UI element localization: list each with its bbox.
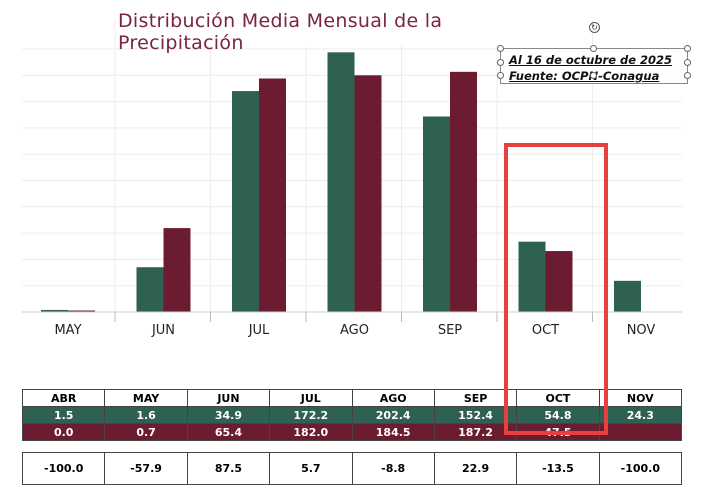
x-tick-label: AGO (340, 323, 369, 338)
annotation-date: Al 16 de octubre de 2025 (509, 53, 673, 67)
axis-layer: MAY JUN JUL AGO SEP OCT NOV (22, 311, 682, 338)
bar-jul-series-2 (259, 78, 286, 312)
table-cell: -100.0 (598, 452, 683, 485)
table-cell: 172.2 (269, 406, 353, 424)
table-cell: 22.9 (433, 452, 518, 485)
bar-ago-series-1 (327, 52, 355, 313)
table-cell: -57.9 (104, 452, 188, 485)
table-cell: 182.0 (269, 423, 353, 441)
table-row-diff: -100.0 -57.9 87.5 5.7 -8.8 22.9 -13.5 -1… (21, 452, 683, 485)
bar-nov-series-1 (614, 280, 641, 312)
table-cell: 87.5 (186, 452, 271, 485)
resize-handle-icon[interactable] (590, 45, 597, 52)
table-header-cell: NOV (598, 389, 683, 407)
table-header-cell: JUL (269, 389, 353, 407)
rotate-handle-icon[interactable]: ↻ (589, 22, 600, 33)
bar-jun-series-1 (136, 267, 164, 312)
table-cell: 1.5 (21, 406, 106, 424)
x-tick-label: NOV (627, 323, 656, 338)
bar-oct-series-2 (545, 251, 573, 312)
table-cell: -8.8 (351, 452, 435, 485)
table-cell: 1.6 (104, 406, 188, 424)
bar-sep-series-2 (450, 71, 477, 313)
table-header-cell: MAY (104, 389, 188, 407)
table-header-cell: JUN (186, 389, 271, 407)
difference-table: -100.0 -57.9 87.5 5.7 -8.8 22.9 -13.5 -1… (21, 452, 683, 485)
resize-handle-icon[interactable] (684, 45, 691, 52)
table-cell: 187.2 (433, 423, 518, 441)
resize-handle-icon[interactable] (590, 72, 597, 79)
bar-jul-series-1 (232, 91, 259, 312)
precipitation-table: ABR MAY JUN JUL AGO SEP OCT NOV 1.5 1.6 … (21, 389, 683, 441)
table-cell: 5.7 (269, 452, 353, 485)
resize-handle-icon[interactable] (684, 72, 691, 79)
table-header-cell: OCT (516, 389, 600, 407)
x-tick-label: JUN (151, 323, 175, 338)
table-header-cell: ABR (21, 389, 106, 407)
oct-highlight-box (504, 143, 608, 435)
table-cell: 0.0 (21, 423, 106, 441)
table-header-cell: AGO (351, 389, 435, 407)
table-cell: 152.4 (433, 406, 518, 424)
table-header-row: ABR MAY JUN JUL AGO SEP OCT NOV (21, 389, 683, 407)
table-header-cell: SEP (433, 389, 518, 407)
table-cell: 202.4 (351, 406, 435, 424)
table-cell: -100.0 (21, 452, 106, 485)
bar-jun-series-2 (163, 228, 191, 312)
table-cell: 184.5 (351, 423, 435, 441)
chart-title: Distribución Media Mensual de la Precipi… (118, 10, 568, 54)
table-cell: 65.4 (186, 423, 271, 441)
bar-ago-series-2 (354, 75, 382, 312)
resize-handle-icon[interactable] (497, 72, 504, 79)
annotation-source: Fuente: OCPN-Conagua (509, 69, 660, 83)
resize-handle-icon[interactable] (497, 45, 504, 52)
table-cell (598, 423, 683, 441)
bar-may-series-1 (41, 309, 68, 312)
table-cell: 24.3 (598, 406, 683, 424)
x-tick-label: SEP (438, 323, 462, 338)
bar-oct-series-1 (518, 241, 546, 312)
resize-handle-icon[interactable] (497, 59, 504, 66)
table-cell: -13.5 (516, 452, 600, 485)
table-row-maroon: 0.0 0.7 65.4 182.0 184.5 187.2 47.5 (21, 423, 683, 441)
table-cell: 34.9 (186, 406, 271, 424)
table-row-green: 1.5 1.6 34.9 172.2 202.4 152.4 54.8 24.3 (21, 406, 683, 424)
bar-may-series-2 (68, 310, 95, 312)
bars-layer (41, 52, 641, 313)
x-tick-label: MAY (54, 323, 81, 338)
bar-sep-series-1 (423, 116, 450, 312)
x-tick-label: JUL (248, 323, 270, 338)
x-tick-label: OCT (532, 323, 559, 338)
table-cell: 0.7 (104, 423, 188, 441)
resize-handle-icon[interactable] (684, 59, 691, 66)
